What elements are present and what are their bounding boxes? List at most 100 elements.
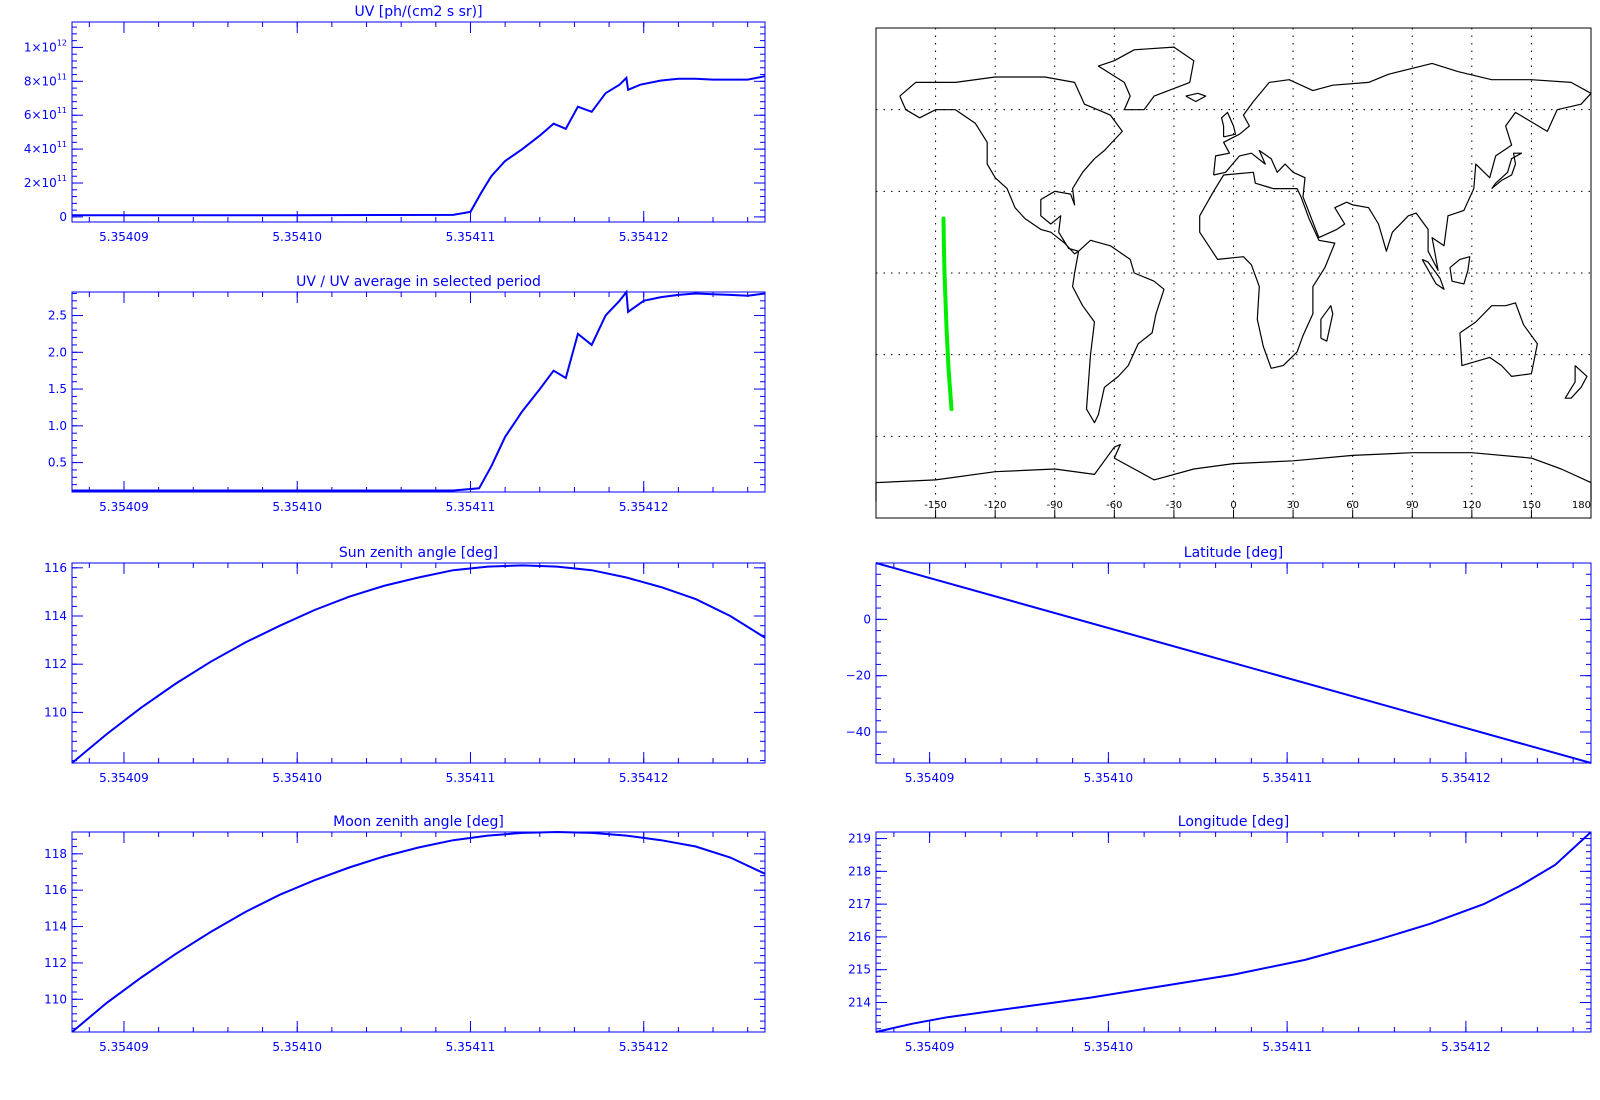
y-tick-label: 219: [848, 832, 871, 846]
coastline-madagascar: [1320, 305, 1334, 342]
y-tick-label: 2.0: [48, 345, 67, 359]
lon-tick-label: -150: [924, 500, 947, 511]
coastline-japan: [1491, 152, 1523, 190]
y-tick-label: 116: [44, 883, 67, 897]
lon-tick-label: -30: [1166, 500, 1182, 511]
y-tick-label: 0: [863, 612, 871, 626]
x-tick-label: 5.35411: [1262, 1040, 1312, 1054]
coastline-eurasia: [1213, 62, 1592, 271]
lon-tick-label: 120: [1462, 500, 1481, 511]
x-tick-label: 5.35412: [619, 230, 669, 244]
coastline-south-america: [1071, 239, 1165, 424]
chart-title: Longitude [deg]: [1178, 814, 1289, 830]
chart-lat: Latitude [deg] 5.35409 5.35410 5.35411 5.354…: [846, 545, 1592, 785]
plot-frame: [71, 831, 766, 1033]
x-tick-label: 5.35412: [619, 500, 669, 514]
chart-title: Sun zenith angle [deg]: [339, 545, 498, 561]
y-tick-label: 6×1011: [24, 106, 67, 122]
plot-frame: [71, 21, 766, 223]
y-tick-label: 114: [44, 920, 67, 934]
chart-sza: Sun zenith angle [deg] 5.35409 5.35410 5.35…: [44, 545, 766, 785]
x-tick-label: 5.35409: [905, 771, 955, 785]
lon-tick-label: -120: [984, 500, 1007, 511]
x-tick-label: 5.35410: [272, 230, 322, 244]
y-tick-label: 116: [44, 561, 67, 575]
x-tick-label: 5.35412: [619, 771, 669, 785]
y-tick-label: 110: [44, 992, 67, 1006]
x-tick-label: 5.35411: [446, 500, 496, 514]
plot-frame: [71, 291, 766, 493]
series-line: [875, 831, 1592, 1033]
series-line: [71, 564, 766, 764]
chart-title: Latitude [deg]: [1184, 545, 1283, 561]
lon-tick-label: -60: [1106, 500, 1122, 511]
lon-tick-label: 0: [1230, 500, 1236, 511]
coastline-africa: [1199, 171, 1336, 369]
chart-mza: Moon zenith angle [deg] 5.35409 5.35410 5.3…: [44, 814, 766, 1054]
plot-frame: [875, 562, 1592, 764]
x-tick-label: 5.35410: [1084, 1040, 1134, 1054]
coastline-britain: [1220, 111, 1237, 138]
y-tick-label: 215: [848, 963, 871, 977]
lon-tick-label: 60: [1346, 500, 1359, 511]
y-tick-label: −20: [846, 669, 871, 683]
y-tick-label: −40: [846, 725, 871, 739]
plot-frame: [71, 562, 766, 764]
y-tick-label: 112: [44, 956, 67, 970]
x-tick-label: 5.35411: [446, 1040, 496, 1054]
coastline-new-zealand: [1564, 365, 1588, 399]
y-tick-label: 118: [44, 847, 67, 861]
coastline-iceland: [1185, 92, 1207, 103]
chart-lon: Longitude [deg] 5.35409 5.35410 5.35411 5.35…: [848, 814, 1592, 1054]
satellite-track: [941, 216, 954, 412]
x-tick-label: 5.35411: [1262, 771, 1312, 785]
series-line: [71, 830, 766, 1033]
world-map: -150 -120 -90 -60 -30 0 30 60 90 120 150 180: [875, 27, 1592, 519]
y-tick-label: 217: [848, 897, 871, 911]
y-tick-label: 214: [848, 995, 871, 1009]
lon-tick-label: 150: [1522, 500, 1541, 511]
coastline-australia: [1459, 302, 1539, 377]
plot-frame: [875, 831, 1592, 1033]
x-tick-label: 5.35409: [99, 230, 149, 244]
x-tick-label: 5.35411: [446, 230, 496, 244]
y-tick-label: 4×1011: [24, 140, 67, 156]
y-tick-label: 218: [848, 864, 871, 878]
lon-tick-label: 180: [1572, 500, 1591, 511]
x-tick-label: 5.35410: [272, 500, 322, 514]
y-tick-label: 2.5: [48, 309, 67, 323]
coastline-antarctica: [875, 443, 1592, 502]
x-tick-label: 5.35409: [99, 1040, 149, 1054]
x-tick-label: 5.35409: [99, 500, 149, 514]
lon-tick-label: -90: [1047, 500, 1063, 511]
coastline-borneo: [1449, 256, 1471, 285]
y-tick-label: 1×1012: [24, 38, 67, 54]
coastline-sumatra: [1421, 258, 1445, 290]
y-tick-label: 114: [44, 609, 67, 623]
y-tick-label: 1.0: [48, 419, 67, 433]
x-tick-label: 5.35409: [99, 771, 149, 785]
series-line: [875, 562, 1592, 764]
y-tick-label: 0: [59, 210, 67, 224]
x-tick-label: 5.35409: [905, 1040, 955, 1054]
series-line: [72, 75, 766, 217]
coastline-north-america: [899, 76, 1123, 255]
y-tick-label: 216: [848, 930, 871, 944]
coastline-greenland: [1097, 46, 1195, 111]
lon-tick-label: 30: [1287, 500, 1300, 511]
y-tick-label: 0.5: [48, 456, 67, 470]
series-line: [72, 289, 766, 492]
x-tick-label: 5.35411: [446, 771, 496, 785]
chart-title: UV / UV average in selected period: [296, 274, 541, 290]
chart-uv_ratio: UV / UV average in selected period 5.3540…: [48, 274, 766, 514]
y-tick-label: 112: [44, 657, 67, 671]
x-tick-label: 5.35410: [272, 1040, 322, 1054]
x-tick-label: 5.35412: [1441, 1040, 1491, 1054]
chart-title: UV [ph/(cm2 s sr)]: [354, 4, 482, 20]
lon-tick-label: 90: [1406, 500, 1419, 511]
x-tick-label: 5.35412: [1441, 771, 1491, 785]
x-tick-label: 5.35412: [619, 1040, 669, 1054]
y-tick-label: 1.5: [48, 382, 67, 396]
x-tick-label: 5.35410: [272, 771, 322, 785]
